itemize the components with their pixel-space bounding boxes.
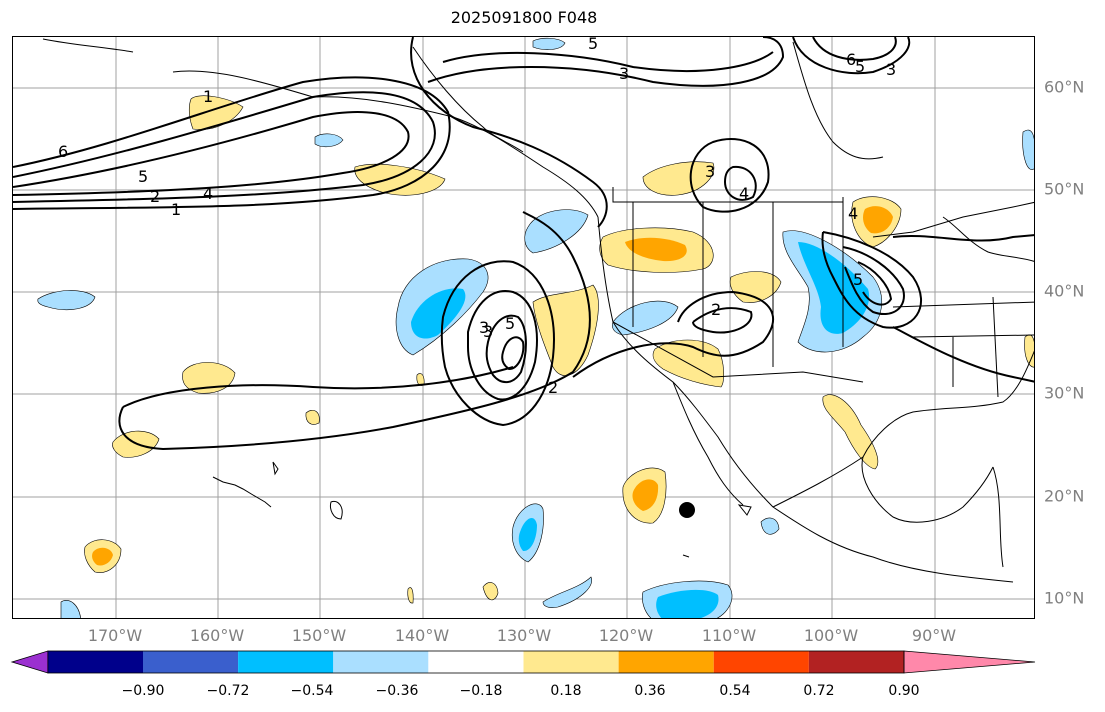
contour-label: 2 xyxy=(548,378,558,397)
shaded-anomalies xyxy=(37,37,1034,618)
lon-label: 110°W xyxy=(701,626,757,645)
pos-anomaly-6 xyxy=(642,161,715,196)
lon-label: 150°W xyxy=(291,626,347,645)
colorbar-segment xyxy=(713,651,809,673)
colorbar-extend-low xyxy=(10,650,49,674)
contour-label: 5 xyxy=(588,37,598,53)
map-svg: 6 5 4 2 1 3 5 3 2 5 3 6 5 3 4 3 2 4 5 1 xyxy=(13,37,1034,618)
contour-labels: 6 5 4 2 1 3 5 3 2 5 3 6 5 3 4 3 2 4 5 1 xyxy=(58,37,896,397)
pos-anomaly-18 xyxy=(407,587,414,604)
lon-label: 100°W xyxy=(803,626,859,645)
contour-label: 3 xyxy=(705,162,715,181)
colorbar-tick: −0.36 xyxy=(375,683,419,699)
colorbar-tick: −0.18 xyxy=(459,683,503,699)
neg-anomaly-2 xyxy=(524,209,589,254)
lat-label: 40°N xyxy=(1044,281,1085,301)
neg-anomaly-10 xyxy=(532,37,566,50)
contour-label: 3 xyxy=(886,60,896,79)
neg-anomaly-12 xyxy=(60,600,81,618)
neg-anomaly-4 xyxy=(612,300,679,336)
lat-label: 20°N xyxy=(1044,486,1085,506)
colorbar-tick: 0.72 xyxy=(803,683,835,699)
contour-label: 3 xyxy=(479,318,489,337)
lat-label: 10°N xyxy=(1044,588,1085,608)
neg-anomaly-11 xyxy=(760,517,780,535)
colorbar-tick: 0.90 xyxy=(888,683,920,699)
colorbar-segment xyxy=(333,651,429,673)
storm-center-marker xyxy=(679,502,695,518)
contour-label: 2 xyxy=(150,187,160,206)
lon-label: 120°W xyxy=(598,626,654,645)
neg-anomaly-3-core xyxy=(798,242,870,334)
contour-label: 2 xyxy=(711,300,721,319)
pos-anomaly-12-core xyxy=(92,547,113,566)
neg-anomaly-8 xyxy=(314,133,344,148)
coastlines xyxy=(42,38,1034,583)
pos-anomaly-13 xyxy=(822,394,879,470)
islands xyxy=(212,461,752,558)
lon-label: 130°W xyxy=(496,626,552,645)
contour-label: 5 xyxy=(138,167,148,186)
lon-label: 90°W xyxy=(911,626,957,645)
neg-anomaly-7 xyxy=(37,290,96,310)
lat-label: 30°N xyxy=(1044,383,1085,403)
pos-anomaly-16 xyxy=(305,410,320,425)
pos-anomaly-7-core xyxy=(863,206,893,234)
lon-label: 170°W xyxy=(87,626,143,645)
colorbar-tick: 0.36 xyxy=(634,683,666,699)
lon-label: 160°W xyxy=(189,626,245,645)
contour-label: 4 xyxy=(203,184,213,203)
neg-anomaly-6-core xyxy=(656,589,719,618)
contour-label: 3 xyxy=(619,64,629,83)
colorbar-segment xyxy=(143,651,239,673)
contour-label: 5 xyxy=(853,270,863,289)
contour-label: 4 xyxy=(848,204,858,223)
colorbar-segment xyxy=(523,651,619,673)
plot-title: 2025091800 F048 xyxy=(450,8,598,27)
contour-label: 1 xyxy=(171,200,181,219)
map-panel: 6 5 4 2 1 3 5 3 2 5 3 6 5 3 4 3 2 4 5 1 xyxy=(12,36,1035,619)
pos-anomaly-14 xyxy=(482,582,499,601)
lat-label: 50°N xyxy=(1044,179,1085,199)
neg-anomaly-5-core xyxy=(518,517,537,552)
pos-anomaly-2 xyxy=(354,164,446,196)
contour-label: 1 xyxy=(203,87,213,106)
colorbar-segments xyxy=(10,650,1036,674)
colorbar-segment xyxy=(238,651,334,673)
contours xyxy=(13,37,1034,451)
colorbar-segment xyxy=(618,651,714,673)
pos-anomaly-8 xyxy=(729,271,782,303)
pos-anomaly-11-core xyxy=(632,479,659,511)
colorbar-tick: −0.90 xyxy=(121,683,165,699)
pos-anomaly-1 xyxy=(188,95,244,130)
colorbar-tick: −0.54 xyxy=(290,683,334,699)
contour-label: 4 xyxy=(739,184,749,203)
contour-label: 6 xyxy=(58,142,68,161)
contour-label: 6 xyxy=(846,50,856,69)
neg-anomaly-1-core xyxy=(411,288,466,339)
lat-label: 60°N xyxy=(1044,77,1085,97)
contour-label: 5 xyxy=(505,314,515,333)
neg-anomaly-13 xyxy=(1022,129,1034,170)
pos-anomaly-3-core xyxy=(625,237,687,262)
colorbar-segment xyxy=(808,651,904,673)
colorbar-outline xyxy=(47,650,905,674)
contour-label: 5 xyxy=(855,57,865,76)
colorbar-extend-high xyxy=(903,650,1036,674)
colorbar-tick: 0.18 xyxy=(550,683,582,699)
colorbar-segment xyxy=(47,651,143,673)
colorbar-segment xyxy=(428,651,524,673)
lon-label: 140°W xyxy=(394,626,450,645)
neg-anomaly-9 xyxy=(542,576,593,608)
contour-label: 3 xyxy=(483,322,493,341)
colorbar-tick: 0.54 xyxy=(719,683,751,699)
colorbar xyxy=(10,650,1036,674)
colorbar-tick: −0.72 xyxy=(206,683,250,699)
